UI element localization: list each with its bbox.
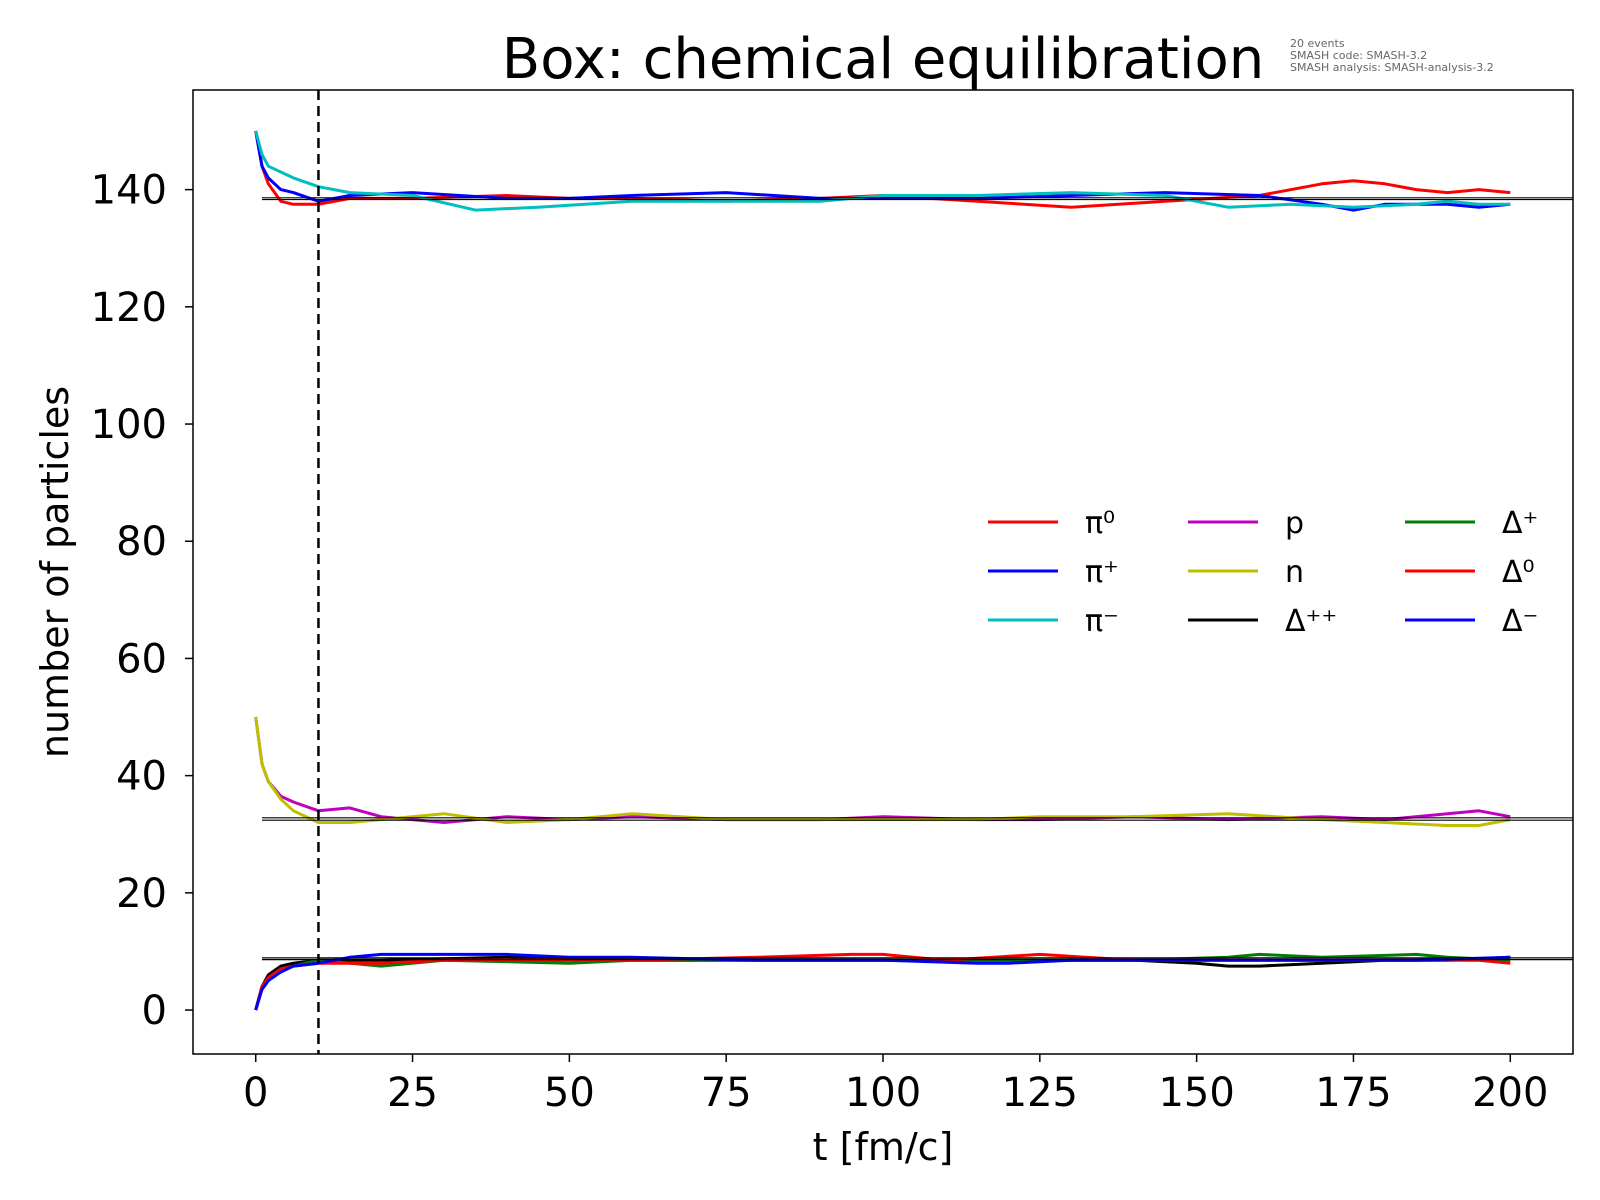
legend-label: Δ⁰ — [1502, 555, 1535, 590]
plot-frame — [192, 89, 1574, 1055]
y-tick-label: 0 — [142, 988, 167, 1034]
y-tick-label: 100 — [91, 402, 167, 448]
series-line-3 — [254, 130, 1511, 212]
series-line-5 — [254, 716, 1511, 827]
meta-line-3: SMASH analysis: SMASH-analysis-3.2 — [1290, 61, 1494, 74]
legend-label: p — [1285, 506, 1304, 541]
x-axis-label: t [fm/c] — [813, 1125, 954, 1169]
y-tick-label: 40 — [116, 754, 167, 800]
x-tick-label: 50 — [544, 1070, 595, 1116]
y-tick-label: 120 — [91, 285, 167, 331]
series-layer — [254, 130, 1511, 1011]
meta-line-1: 20 events — [1290, 37, 1345, 50]
legend-label: π⁺ — [1085, 555, 1119, 590]
series-line-6 — [254, 955, 1511, 1011]
x-tick-label: 125 — [1002, 1070, 1078, 1116]
x-tick-label: 200 — [1472, 1070, 1548, 1116]
legend-label: Δ⁺⁺ — [1285, 604, 1337, 639]
x-tick-label: 150 — [1158, 1070, 1234, 1116]
x-tick-label: 175 — [1315, 1070, 1391, 1116]
legend-label: Δ⁺ — [1502, 506, 1538, 541]
y-tick-label: 60 — [116, 636, 167, 682]
legend-label: π⁻ — [1085, 604, 1119, 639]
legend-label: Δ⁻ — [1502, 604, 1538, 639]
chart-title: Box: chemical equilibration — [502, 27, 1264, 92]
y-tick-label: 80 — [116, 519, 167, 565]
series-line-4 — [254, 716, 1511, 824]
legend-label: π⁰ — [1085, 506, 1115, 541]
meta-line-2: SMASH code: SMASH-3.2 — [1290, 49, 1427, 62]
x-tick-label: 75 — [701, 1070, 752, 1116]
y-tick-label: 20 — [116, 871, 167, 917]
reference-lines — [262, 90, 1573, 1054]
legend: π⁰ π⁺ π⁻ pn Δ⁺⁺ Δ⁺ Δ⁰ Δ⁻ — [988, 506, 1538, 639]
x-tick-label: 0 — [243, 1070, 268, 1116]
y-axis-label: number of particles — [33, 386, 77, 758]
legend-label: n — [1285, 555, 1304, 590]
y-tick-label: 140 — [91, 168, 167, 214]
x-tick-label: 25 — [387, 1070, 438, 1116]
x-tick-label: 100 — [845, 1070, 921, 1116]
axis-ticks: 0 25 50 75 100 125 150 175 200 0 20 40 60 80 100 120 140 — [91, 168, 1549, 1116]
